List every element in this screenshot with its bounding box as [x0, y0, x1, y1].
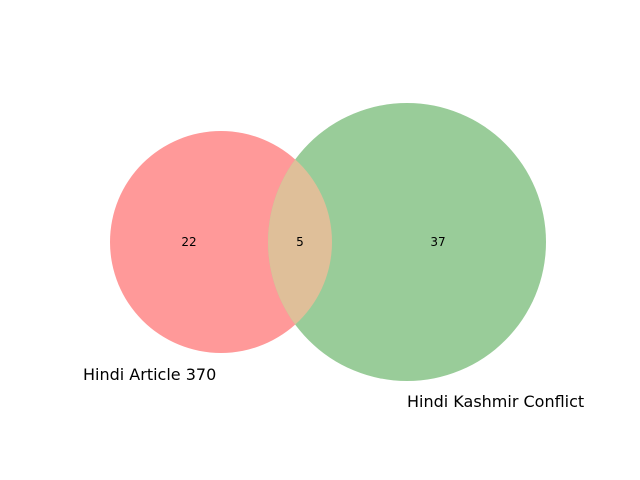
set-a-only-count: 22: [181, 235, 196, 249]
set-b-only-count: 37: [430, 235, 445, 249]
set-a-label: Hindi Article 370: [83, 365, 216, 384]
set-a-circle: [110, 131, 332, 353]
set-b-label: Hindi Kashmir Conflict: [407, 392, 584, 411]
intersection-count: 5: [296, 235, 304, 249]
set-b-circle: [268, 103, 546, 381]
